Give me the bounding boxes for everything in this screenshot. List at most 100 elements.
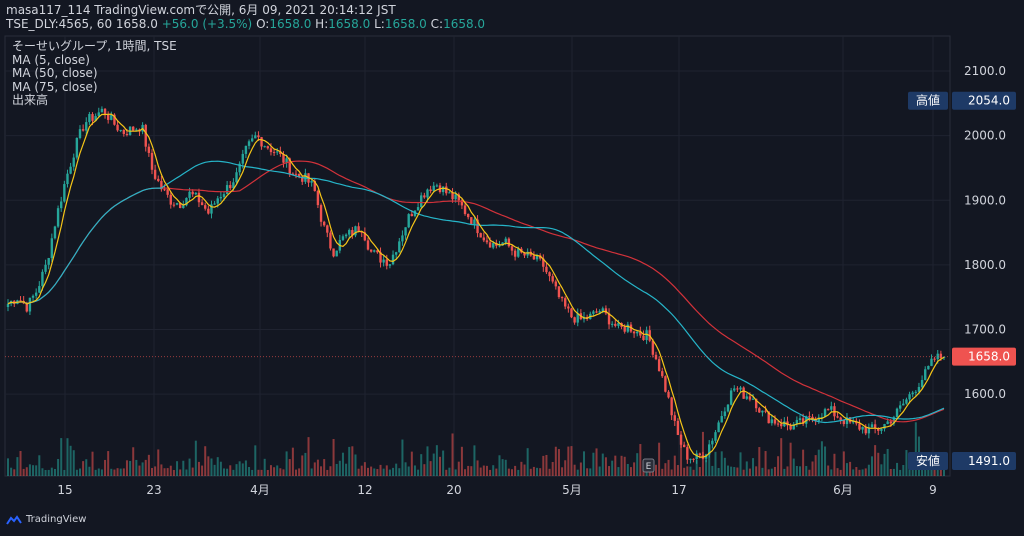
volume-bar	[664, 463, 667, 476]
volume-bar	[554, 446, 557, 476]
volume-bar	[182, 460, 185, 476]
candle-body	[238, 163, 241, 173]
volume-bar	[864, 468, 867, 476]
candle-body	[883, 424, 886, 429]
volume-bar	[451, 433, 454, 476]
volume-bar	[883, 453, 886, 476]
volume-bar	[207, 456, 210, 476]
volume-bar	[501, 459, 504, 476]
candle-body	[28, 297, 32, 312]
volume-bar	[805, 466, 808, 476]
candle-body	[488, 242, 492, 248]
candle-body	[63, 184, 66, 202]
candle-body	[348, 230, 351, 235]
candle-body	[886, 421, 889, 425]
volume-bar	[570, 446, 573, 476]
volume-bar	[614, 455, 617, 476]
volume-bar	[504, 459, 507, 476]
last-price-badge	[952, 347, 1016, 366]
volume-bar	[338, 460, 341, 476]
y-tick-label: 1800.0	[964, 258, 1006, 272]
candle-body	[564, 298, 567, 307]
candle-body	[933, 358, 936, 360]
volume-bar	[514, 465, 517, 476]
candle-body	[560, 297, 564, 299]
volume-bar	[849, 461, 852, 476]
volume-bar	[739, 452, 742, 476]
candle-body	[366, 240, 370, 250]
candle-body	[939, 353, 943, 358]
volume-bar	[41, 468, 44, 476]
candle-body	[895, 408, 899, 418]
candle-body	[920, 379, 924, 387]
volume-bar	[53, 468, 56, 476]
volume-bar	[927, 466, 930, 476]
candle-body	[607, 313, 611, 325]
candle-body	[651, 340, 655, 355]
volume-bar	[423, 464, 426, 476]
candle-body	[119, 129, 122, 131]
volume-bar	[758, 447, 761, 476]
candle-body	[244, 145, 248, 154]
candle-body	[457, 194, 460, 201]
candle-body	[492, 243, 495, 248]
x-tick-label: 12	[357, 483, 372, 497]
candle-body	[394, 252, 398, 255]
candle-body	[144, 124, 147, 147]
volume-bar	[633, 462, 636, 476]
volume-bar	[539, 468, 542, 476]
volume-bar	[32, 465, 35, 476]
candle-body	[889, 421, 892, 424]
volume-bar	[623, 456, 626, 476]
volume-bar	[820, 441, 823, 476]
volume-bar	[683, 467, 686, 476]
candle-body	[188, 191, 191, 198]
volume-bar	[467, 465, 470, 476]
volume-bar	[786, 466, 789, 476]
legend-ma5[interactable]: MA (5, close)	[12, 52, 90, 67]
volume-bar	[532, 466, 535, 476]
volume-bar	[498, 455, 501, 476]
legend-volume[interactable]: 出来高	[12, 93, 49, 107]
volume-bar	[545, 454, 548, 476]
volume-bar	[301, 455, 304, 476]
volume-bar	[257, 469, 260, 476]
volume-bar	[814, 455, 817, 476]
candle-body	[745, 396, 748, 399]
candle-body	[852, 421, 855, 423]
volume-bar	[91, 451, 94, 476]
volume-bar	[360, 465, 363, 476]
volume-bar	[551, 461, 554, 476]
volume-bar	[110, 468, 113, 476]
candle-body	[614, 323, 617, 326]
volume-bar	[22, 468, 25, 476]
volume-bar	[429, 461, 432, 476]
candle-body	[106, 114, 110, 120]
current-price: 1658.0	[115, 17, 158, 31]
volume-bar	[50, 467, 53, 476]
volume-bar	[817, 449, 820, 476]
volume-bar	[307, 437, 310, 476]
candle-body	[729, 390, 733, 405]
volume-bar	[35, 465, 38, 476]
volume-bar	[28, 464, 31, 476]
legend-ma75[interactable]: MA (75, close)	[12, 79, 98, 94]
volume-bar	[442, 450, 445, 476]
volume-bar	[410, 451, 413, 476]
tradingview-logo[interactable]: TradingView	[6, 514, 86, 525]
volume-bar	[601, 453, 604, 476]
legend-ma50[interactable]: MA (50, close)	[12, 66, 98, 80]
volume-bar	[529, 468, 532, 476]
candle-body	[269, 148, 273, 153]
x-tick-label: 17	[671, 483, 686, 497]
candle-body	[329, 232, 332, 249]
volume-bar	[345, 463, 348, 476]
volume-bar	[398, 468, 401, 476]
volume-bar	[88, 466, 91, 476]
volume-bar	[473, 445, 476, 476]
volume-bar	[395, 463, 398, 476]
volume-bar	[25, 467, 28, 476]
legend-title[interactable]: そーせいグループ, 1時間, TSE	[12, 39, 177, 53]
volume-bar	[276, 465, 279, 476]
